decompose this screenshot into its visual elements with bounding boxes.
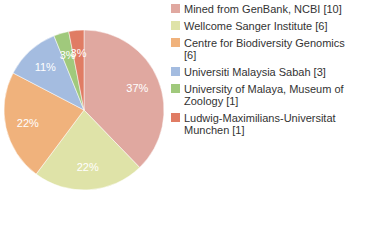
legend-swatch bbox=[171, 38, 180, 47]
data-label: 3% bbox=[71, 47, 87, 59]
data-label: 11% bbox=[35, 61, 56, 73]
data-labels: 37%22%22%11%3%3% bbox=[17, 47, 149, 174]
data-label: 22% bbox=[17, 117, 39, 129]
legend-label: Mined from GenBank, NCBI [10] bbox=[184, 3, 342, 15]
legend-label: Wellcome Sanger Institute [6] bbox=[184, 20, 327, 32]
legend: Mined from GenBank, NCBI [10] Wellcome Sa… bbox=[171, 3, 345, 136]
legend-label: Ludwig-Maximilians-UniversitatMunchen [1… bbox=[184, 112, 336, 136]
data-label: 37% bbox=[126, 82, 148, 94]
legend-swatch bbox=[171, 21, 180, 30]
legend-swatch bbox=[171, 84, 180, 93]
slices bbox=[4, 30, 164, 190]
legend-swatch bbox=[171, 4, 180, 13]
legend-swatch bbox=[171, 113, 180, 122]
slice bbox=[69, 30, 84, 110]
legend-label: Centre for Biodiversity Genomics[6] bbox=[184, 37, 345, 61]
legend-label: University of Malaya, Museum ofZoology [… bbox=[184, 83, 344, 107]
chart: 37%22%22%11%3%3%Mined from GenBank, NCBI… bbox=[0, 0, 380, 240]
legend-swatch bbox=[171, 67, 180, 76]
legend-label: Universiti Malaysia Sabah [3] bbox=[184, 66, 326, 78]
data-label: 22% bbox=[77, 161, 99, 173]
